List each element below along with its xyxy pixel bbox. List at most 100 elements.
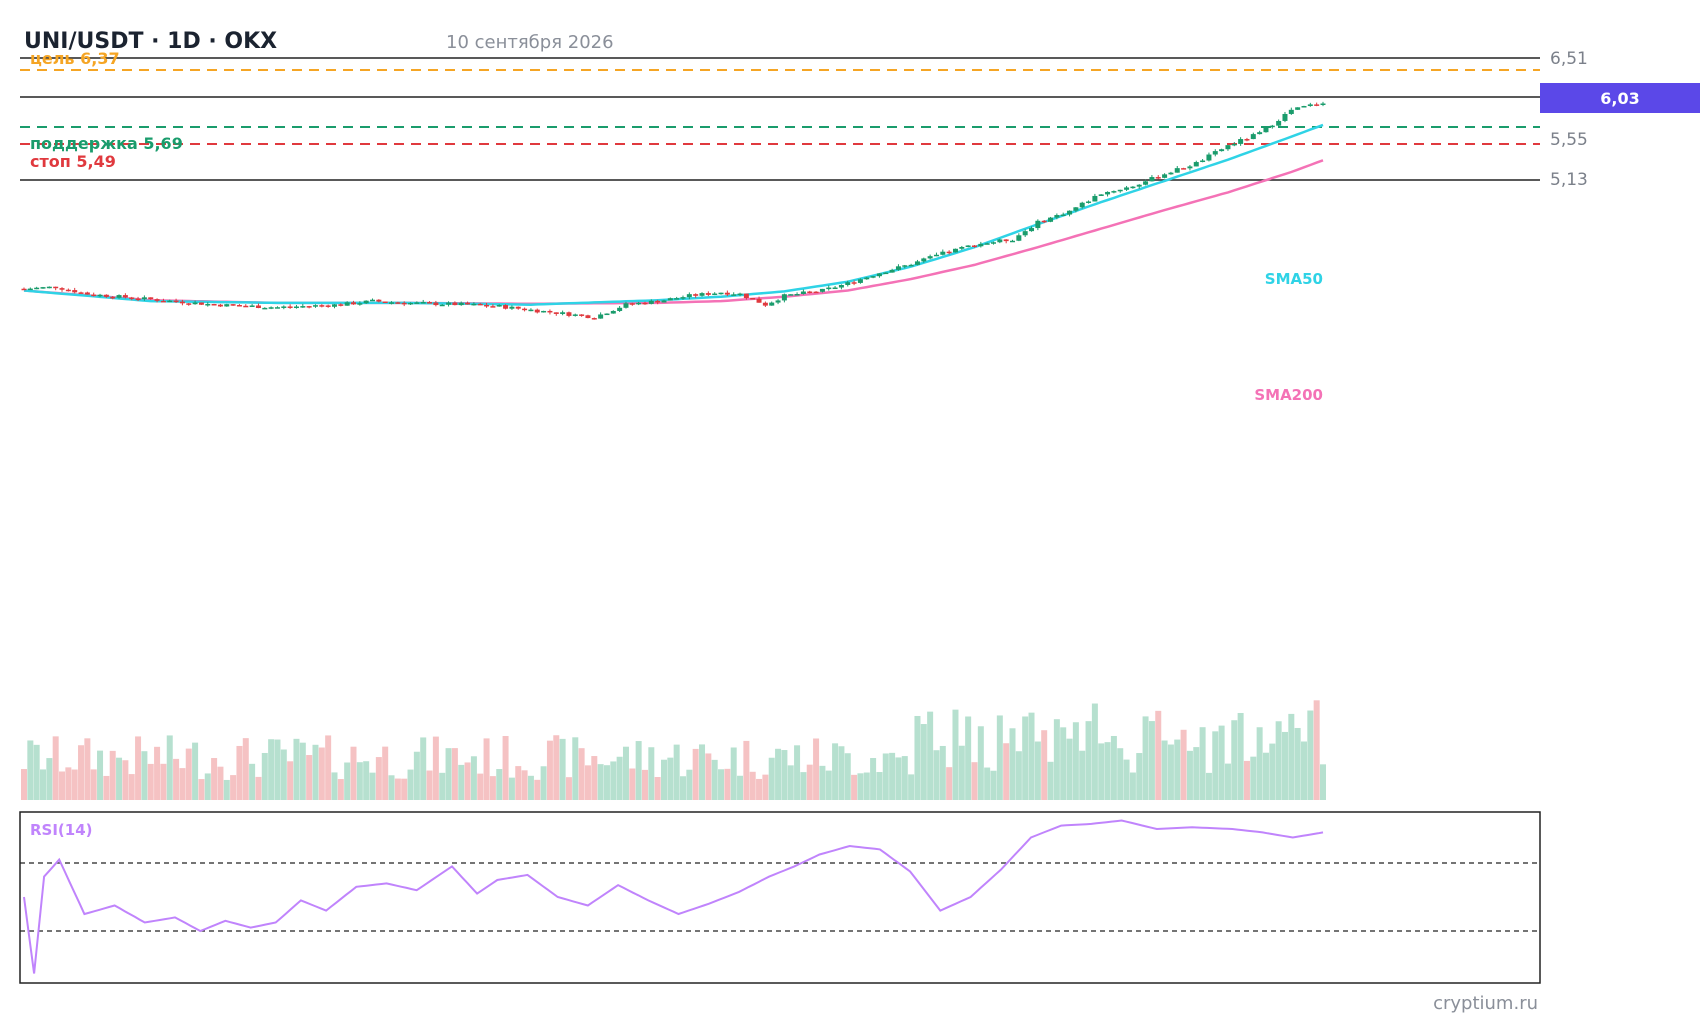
candle-body <box>572 314 578 316</box>
volume-bar <box>90 769 97 800</box>
volume-bar <box>1148 721 1155 800</box>
candle-body <box>984 243 990 245</box>
volume-bar <box>420 737 427 800</box>
volume-bar <box>344 762 351 800</box>
candle-body <box>1073 207 1079 211</box>
volume-bar <box>1237 712 1244 800</box>
volume-bar <box>559 738 566 800</box>
volume-bar <box>128 774 135 800</box>
candle-body <box>1212 151 1218 155</box>
candle-body <box>211 303 217 306</box>
candle-body <box>876 273 882 277</box>
volume-bar <box>458 764 465 800</box>
volume-bar <box>1307 710 1314 800</box>
volume-bar <box>597 764 604 800</box>
candle-body <box>680 297 686 299</box>
candle-body <box>585 315 591 319</box>
candle-body <box>541 310 547 313</box>
volume-bar <box>1009 728 1016 800</box>
candle-body <box>769 302 775 306</box>
candle-body <box>439 304 445 307</box>
candle-body <box>217 304 223 307</box>
volume-bar <box>331 772 338 800</box>
candle-body <box>1086 201 1092 203</box>
volume-bar <box>870 758 877 800</box>
rsi-label: RSI(14) <box>30 821 93 839</box>
volume-bar <box>908 774 915 800</box>
volume-bar <box>591 756 598 800</box>
volume-bar <box>1300 741 1307 800</box>
volume-bar <box>762 774 769 800</box>
volume-bar <box>863 772 870 800</box>
candle-body <box>382 301 388 304</box>
candle-body <box>338 304 344 306</box>
candle-body <box>1016 235 1022 241</box>
candle-body <box>959 247 965 249</box>
candle-body <box>1282 113 1288 121</box>
candle-body <box>1314 104 1320 106</box>
volume-bar <box>185 748 192 800</box>
candle-body <box>547 310 553 313</box>
volume-bar <box>388 775 395 800</box>
volume-bar <box>946 767 953 800</box>
candle-body <box>946 251 952 254</box>
candle-body <box>1054 215 1060 218</box>
volume-bar <box>939 745 946 800</box>
candle-body <box>750 297 756 300</box>
candle-body <box>1250 134 1256 140</box>
candle-body <box>46 286 52 289</box>
candle-body <box>914 261 920 265</box>
volume-bar <box>1180 729 1187 800</box>
candle-body <box>110 296 116 299</box>
volume-bar <box>965 716 972 800</box>
candle-body <box>851 282 857 284</box>
volume-bar <box>40 769 47 800</box>
volume-bar <box>287 761 294 800</box>
volume-bar <box>749 771 756 800</box>
volume-bar <box>249 763 256 800</box>
volume-bar <box>21 769 27 800</box>
volume-bar <box>198 779 205 800</box>
candle-body <box>408 302 414 305</box>
price-tick: 5,13 <box>1550 170 1588 190</box>
candle-body <box>1320 103 1326 106</box>
candle-body <box>1200 160 1206 163</box>
volume-bar <box>306 755 313 800</box>
candle-body <box>116 295 122 298</box>
volume-bar <box>1041 730 1048 800</box>
volume-bar <box>610 761 617 800</box>
candle-body <box>731 294 737 296</box>
candle-body <box>737 293 743 296</box>
volume-bar <box>116 757 123 800</box>
volume-bar <box>109 750 116 800</box>
volume-bar <box>1161 740 1168 800</box>
volume-bar <box>236 745 243 800</box>
volume-bar <box>1224 763 1231 800</box>
volume-bar <box>1117 748 1124 800</box>
volume-bar <box>578 748 585 800</box>
volume-bar <box>1174 739 1181 800</box>
candle-body <box>433 302 439 306</box>
volume-bar <box>451 748 458 800</box>
volume-bar <box>1072 722 1079 800</box>
candle-body <box>1136 184 1142 187</box>
volume-bar <box>1155 710 1162 800</box>
volume-bar <box>654 776 661 800</box>
candle-body <box>395 302 401 304</box>
candle-body <box>724 292 730 295</box>
volume-bar <box>813 738 820 800</box>
candle-body <box>674 298 680 300</box>
volume-bar <box>521 770 528 800</box>
volume-bar <box>1104 742 1111 800</box>
candle-body <box>591 318 597 320</box>
candle-body <box>895 266 901 270</box>
rsi-line <box>23 819 1324 974</box>
volume-bar <box>660 759 667 800</box>
volume-bar <box>166 735 173 800</box>
volume-bar <box>876 772 883 800</box>
candle-body <box>97 294 103 297</box>
volume-bar <box>356 762 363 800</box>
volume-bar <box>1262 752 1269 800</box>
volume-bar <box>1136 753 1143 800</box>
